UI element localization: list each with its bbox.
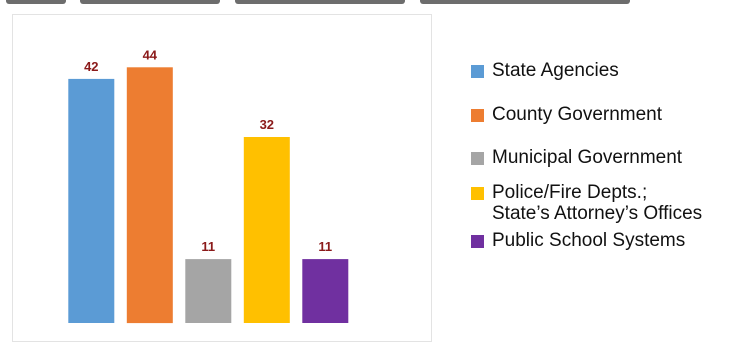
legend-label-4: Public School Systems (492, 230, 686, 251)
data-label-4: 11 (318, 239, 332, 254)
legend-label-3: Police/Fire Depts.; State’s Attorney’s O… (492, 182, 703, 224)
legend-swatch-0 (471, 65, 484, 78)
bar-4 (302, 259, 349, 323)
bar-0 (68, 78, 115, 324)
legend-label-2: Municipal Government (492, 147, 683, 168)
legend-label-0: State Agencies (492, 60, 619, 81)
data-label-1: 44 (143, 47, 158, 62)
bar-3 (243, 137, 290, 323)
legend-item-3: Police/Fire Depts.; State’s Attorney’s O… (471, 182, 746, 224)
legend-item-4: Public School Systems (471, 230, 746, 251)
legend-item-0: State Agencies (471, 60, 746, 81)
legend-item-2: Municipal Government (471, 147, 746, 168)
legend-item-1: County Government (471, 104, 746, 125)
legend-swatch-2 (471, 152, 484, 165)
legend-label-1: County Government (492, 104, 663, 125)
legend-swatch-1 (471, 109, 484, 122)
bar-1 (126, 67, 173, 324)
legend-swatch-4 (471, 235, 484, 248)
legend-swatch-3 (471, 187, 484, 200)
data-label-2: 11 (201, 239, 215, 254)
bar-2 (185, 259, 232, 323)
chart-legend: State Agencies County Government Municipal… (471, 60, 746, 251)
data-label-3: 32 (260, 117, 274, 132)
data-label-0: 42 (84, 59, 98, 74)
cropped-title-fragment (0, 0, 752, 10)
